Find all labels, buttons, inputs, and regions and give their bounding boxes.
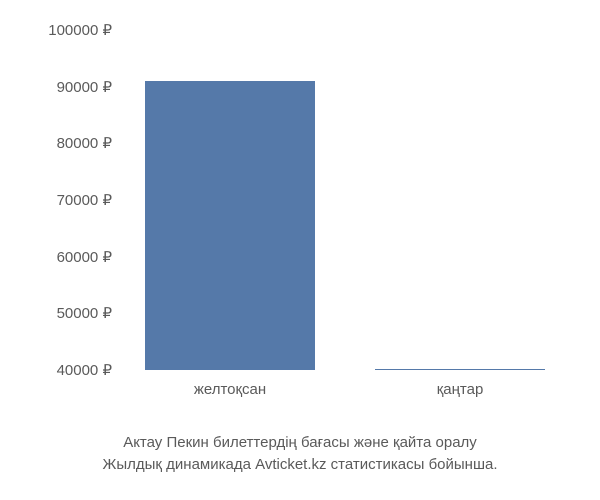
y-tick-label: 90000 ₽ — [30, 78, 120, 96]
price-chart: 40000 ₽ 50000 ₽ 60000 ₽ 70000 ₽ 80000 ₽ 90000… — [30, 30, 570, 410]
x-category-label: қаңтар — [437, 381, 484, 398]
bar — [375, 369, 545, 370]
y-axis: 40000 ₽50000 ₽60000 ₽70000 ₽80000 ₽90000… — [30, 30, 120, 370]
y-tick-label: 80000 ₽ — [30, 134, 120, 152]
x-axis: желтоқсан қаңтар — [120, 375, 570, 405]
y-tick-label: 70000 ₽ — [30, 191, 120, 209]
y-tick-label: 100000 ₽ — [30, 21, 120, 39]
y-tick-label: 60000 ₽ — [30, 248, 120, 266]
caption-line-1: Актау Пекин билеттердің бағасы және қайт… — [0, 432, 600, 453]
x-category-label: желтоқсан — [194, 381, 266, 398]
plot-area — [120, 30, 570, 370]
bar — [145, 81, 315, 370]
y-tick-label: 40000 ₽ — [30, 361, 120, 379]
caption-line-2: Жылдық динамикада Avticket.kz статистика… — [0, 454, 600, 475]
y-tick-label: 50000 ₽ — [30, 304, 120, 322]
